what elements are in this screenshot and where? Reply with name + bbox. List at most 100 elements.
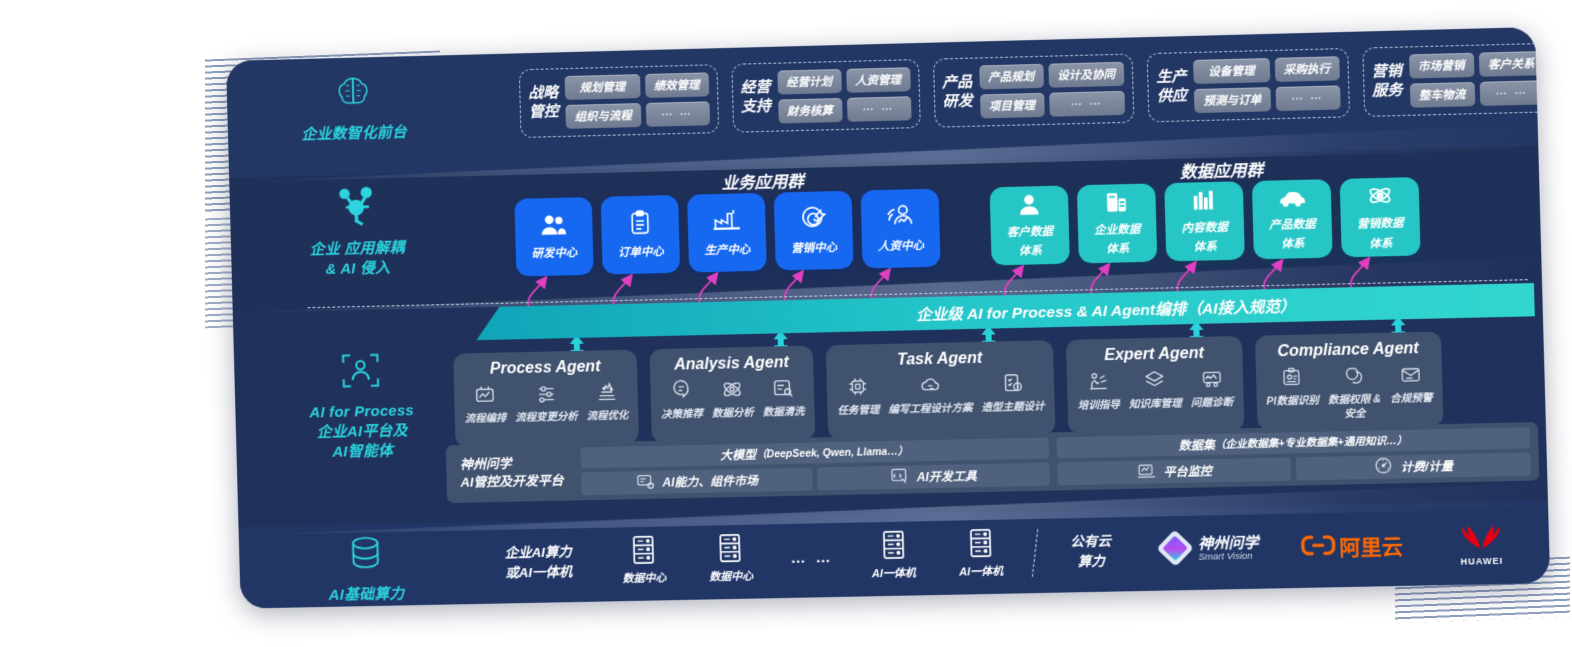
app-card-rnd-center[interactable]: 研发中心: [514, 197, 594, 277]
agent-capability-label: 造型主题设计: [981, 400, 1045, 414]
agent-card-task[interactable]: Task Agent 任务管理: [825, 340, 1056, 440]
agent-capability[interactable]: 问题诊断: [1190, 367, 1233, 409]
rail-item-ai-for-process: AI for Process 企业AI平台及 AI智能体: [263, 348, 460, 464]
app-card-hr-center[interactable]: 人资中心: [860, 188, 941, 269]
agent-capability[interactable]: 数据分析: [711, 378, 754, 420]
domain-chip[interactable]: 绩效管理: [644, 72, 709, 98]
domain-chip[interactable]: 整车物流: [1409, 81, 1475, 108]
domain-chip[interactable]: 预测与订单: [1193, 87, 1271, 114]
ai-devtool-icon: [889, 467, 909, 487]
domain-title-line2: 供应: [1156, 86, 1188, 105]
app-card-label: 生产中心: [704, 243, 751, 257]
atom-analysis-icon: [721, 378, 744, 405]
domain-chip[interactable]: 经营计划: [776, 69, 842, 95]
domain-chip[interactable]: 客户关系: [1478, 51, 1545, 77]
agent-capability[interactable]: 数据权限 & 安全: [1327, 364, 1382, 421]
app-card-marketing-center[interactable]: 营销中心: [773, 190, 854, 271]
domain-group-strategy[interactable]: 战略 管控 规划管理 绩效管理 组织与流程 … …: [518, 64, 719, 138]
agent-capability[interactable]: 决策推荐: [660, 379, 703, 421]
agent-cards: Process Agent 流程编排: [453, 331, 1444, 448]
agent-capability-label: 问题诊断: [1190, 396, 1234, 410]
domain-chip[interactable]: 设计及协同: [1047, 61, 1125, 88]
data-card-label2: 体系: [1018, 245, 1043, 258]
task-network-icon: [847, 375, 870, 402]
pi-badge-icon: [1281, 366, 1304, 394]
server-icon: [879, 530, 907, 566]
domain-group-rnd[interactable]: 产品 研发 产品规划 设计及协同 项目管理 … …: [932, 53, 1135, 128]
domain-chip-more[interactable]: … …: [846, 96, 912, 122]
data-card-content[interactable]: 内容数据 体系: [1164, 181, 1245, 262]
domain-chip[interactable]: 项目管理: [979, 92, 1045, 119]
platform-ai-market[interactable]: AI能力、组件市场: [581, 467, 813, 496]
infra-label: 企业AI算力: [504, 543, 572, 561]
data-card-enterprise[interactable]: 企业数据 体系: [1076, 183, 1158, 264]
domain-chip[interactable]: 规划管理: [564, 74, 641, 101]
brain-icon: [256, 69, 451, 121]
domain-chip-more[interactable]: … …: [1479, 80, 1545, 107]
agent-capability-label: 流程优化: [586, 409, 629, 423]
monitor-icon: [1136, 462, 1156, 482]
domain-chip[interactable]: 采购执行: [1274, 56, 1340, 83]
app-card-order-center[interactable]: 订单中心: [600, 194, 681, 275]
agent-card-expert[interactable]: Expert Agent 培训指导: [1065, 335, 1244, 435]
architecture-board: 企业数智化前台 战略 管控 规划管理 绩效管理 组织与流程 … … 经营: [226, 27, 1550, 609]
agent-capability[interactable]: 造型主题设计: [981, 371, 1045, 414]
domain-group-supply[interactable]: 生产 供应 设备管理 采购执行 预测与订单 … …: [1146, 47, 1350, 123]
platform-billing[interactable]: 计费/计量: [1295, 452, 1532, 481]
infra-item-ai-appliance-1[interactable]: AI一体机: [849, 529, 938, 582]
agent-capability[interactable]: 编写工程设计方案: [887, 373, 973, 416]
data-card-marketing[interactable]: 营销数据 体系: [1339, 177, 1421, 258]
domain-group-operations[interactable]: 经营 支持 经营计划 人资管理 财务核算 … …: [730, 59, 921, 133]
design-check-icon: [1001, 372, 1024, 400]
domain-chip[interactable]: 人资管理: [845, 67, 911, 93]
infra-item-ai-appliance-2[interactable]: AI一体机: [936, 527, 1025, 581]
domain-chip-more[interactable]: … …: [645, 101, 710, 127]
domain-title-line1: 经营: [740, 78, 771, 97]
agent-capability[interactable]: 任务管理: [837, 375, 880, 417]
data-group-title: 数据应用群: [1179, 161, 1264, 182]
domain-chip[interactable]: 组织与流程: [565, 103, 641, 129]
domain-chip[interactable]: 产品规划: [978, 63, 1044, 90]
agent-capability[interactable]: 合规预警: [1389, 363, 1433, 419]
data-card-label2: 体系: [1193, 241, 1217, 254]
aliyun-text: 阿里云: [1338, 535, 1404, 561]
bars-icon: [1192, 188, 1217, 217]
agent-capability[interactable]: 数据清洗: [762, 377, 805, 419]
smart-vision-logo[interactable]: 神州问学 Smart Vision: [1136, 528, 1280, 571]
diagnose-icon: [1200, 368, 1223, 396]
smart-vision-en: Smart Vision: [1198, 550, 1253, 563]
agent-capability[interactable]: 知识库管理: [1128, 368, 1182, 411]
agent-name: Analysis Agent: [674, 354, 789, 374]
agent-capability-label: 合规预警: [1389, 392, 1433, 406]
data-card-label2: 体系: [1369, 237, 1393, 251]
infra-item-datacenter-1[interactable]: 数据中心: [600, 534, 688, 587]
agent-capability-label: 数据分析: [711, 406, 754, 420]
domain-chip-more[interactable]: … …: [1048, 90, 1126, 117]
domain-chip[interactable]: 设备管理: [1193, 58, 1270, 85]
platform-monitoring[interactable]: 平台监控: [1057, 457, 1292, 486]
app-card-label: 人资中心: [877, 239, 925, 253]
huawei-logo[interactable]: HUAWEI: [1423, 521, 1539, 568]
data-card-product[interactable]: 产品数据 体系: [1251, 179, 1333, 260]
aliyun-logo[interactable]: 阿里云: [1280, 530, 1424, 563]
agent-capability[interactable]: 流程编排: [464, 383, 507, 425]
data-card-label2: 体系: [1106, 243, 1130, 256]
agent-capability[interactable]: PI数据识别: [1265, 365, 1319, 422]
smart-vision-mark-icon: [1156, 528, 1194, 570]
domain-chip-more[interactable]: … …: [1275, 85, 1341, 112]
agent-card-analysis[interactable]: Analysis Agent 决策推荐: [649, 345, 816, 444]
domain-chip[interactable]: 市场营销: [1408, 52, 1475, 79]
agent-card-process[interactable]: Process Agent 流程编排: [453, 349, 640, 448]
infra-item-datacenter-2[interactable]: 数据中心: [687, 532, 775, 585]
app-card-production-center[interactable]: 生产中心: [687, 192, 767, 273]
agent-card-compliance[interactable]: Compliance Agent PI数据识别: [1254, 331, 1444, 431]
platform-llm-sub: （DeepSeek, Qwen, Llama…）: [756, 445, 909, 461]
domain-chip[interactable]: 财务核算: [777, 97, 843, 124]
domain-title-line1: 产品: [941, 73, 973, 92]
agent-capability[interactable]: 培训指导: [1077, 370, 1120, 412]
agent-capability[interactable]: 流程变更分析: [514, 382, 578, 424]
platform-ai-devtools[interactable]: AI开发工具: [817, 462, 1050, 491]
data-card-customer[interactable]: 客户数据 体系: [989, 185, 1070, 266]
domain-group-marketing[interactable]: 营销 服务 市场营销 客户关系 整车物流 … …: [1361, 42, 1551, 117]
agent-capability[interactable]: 流程优化: [586, 381, 629, 423]
